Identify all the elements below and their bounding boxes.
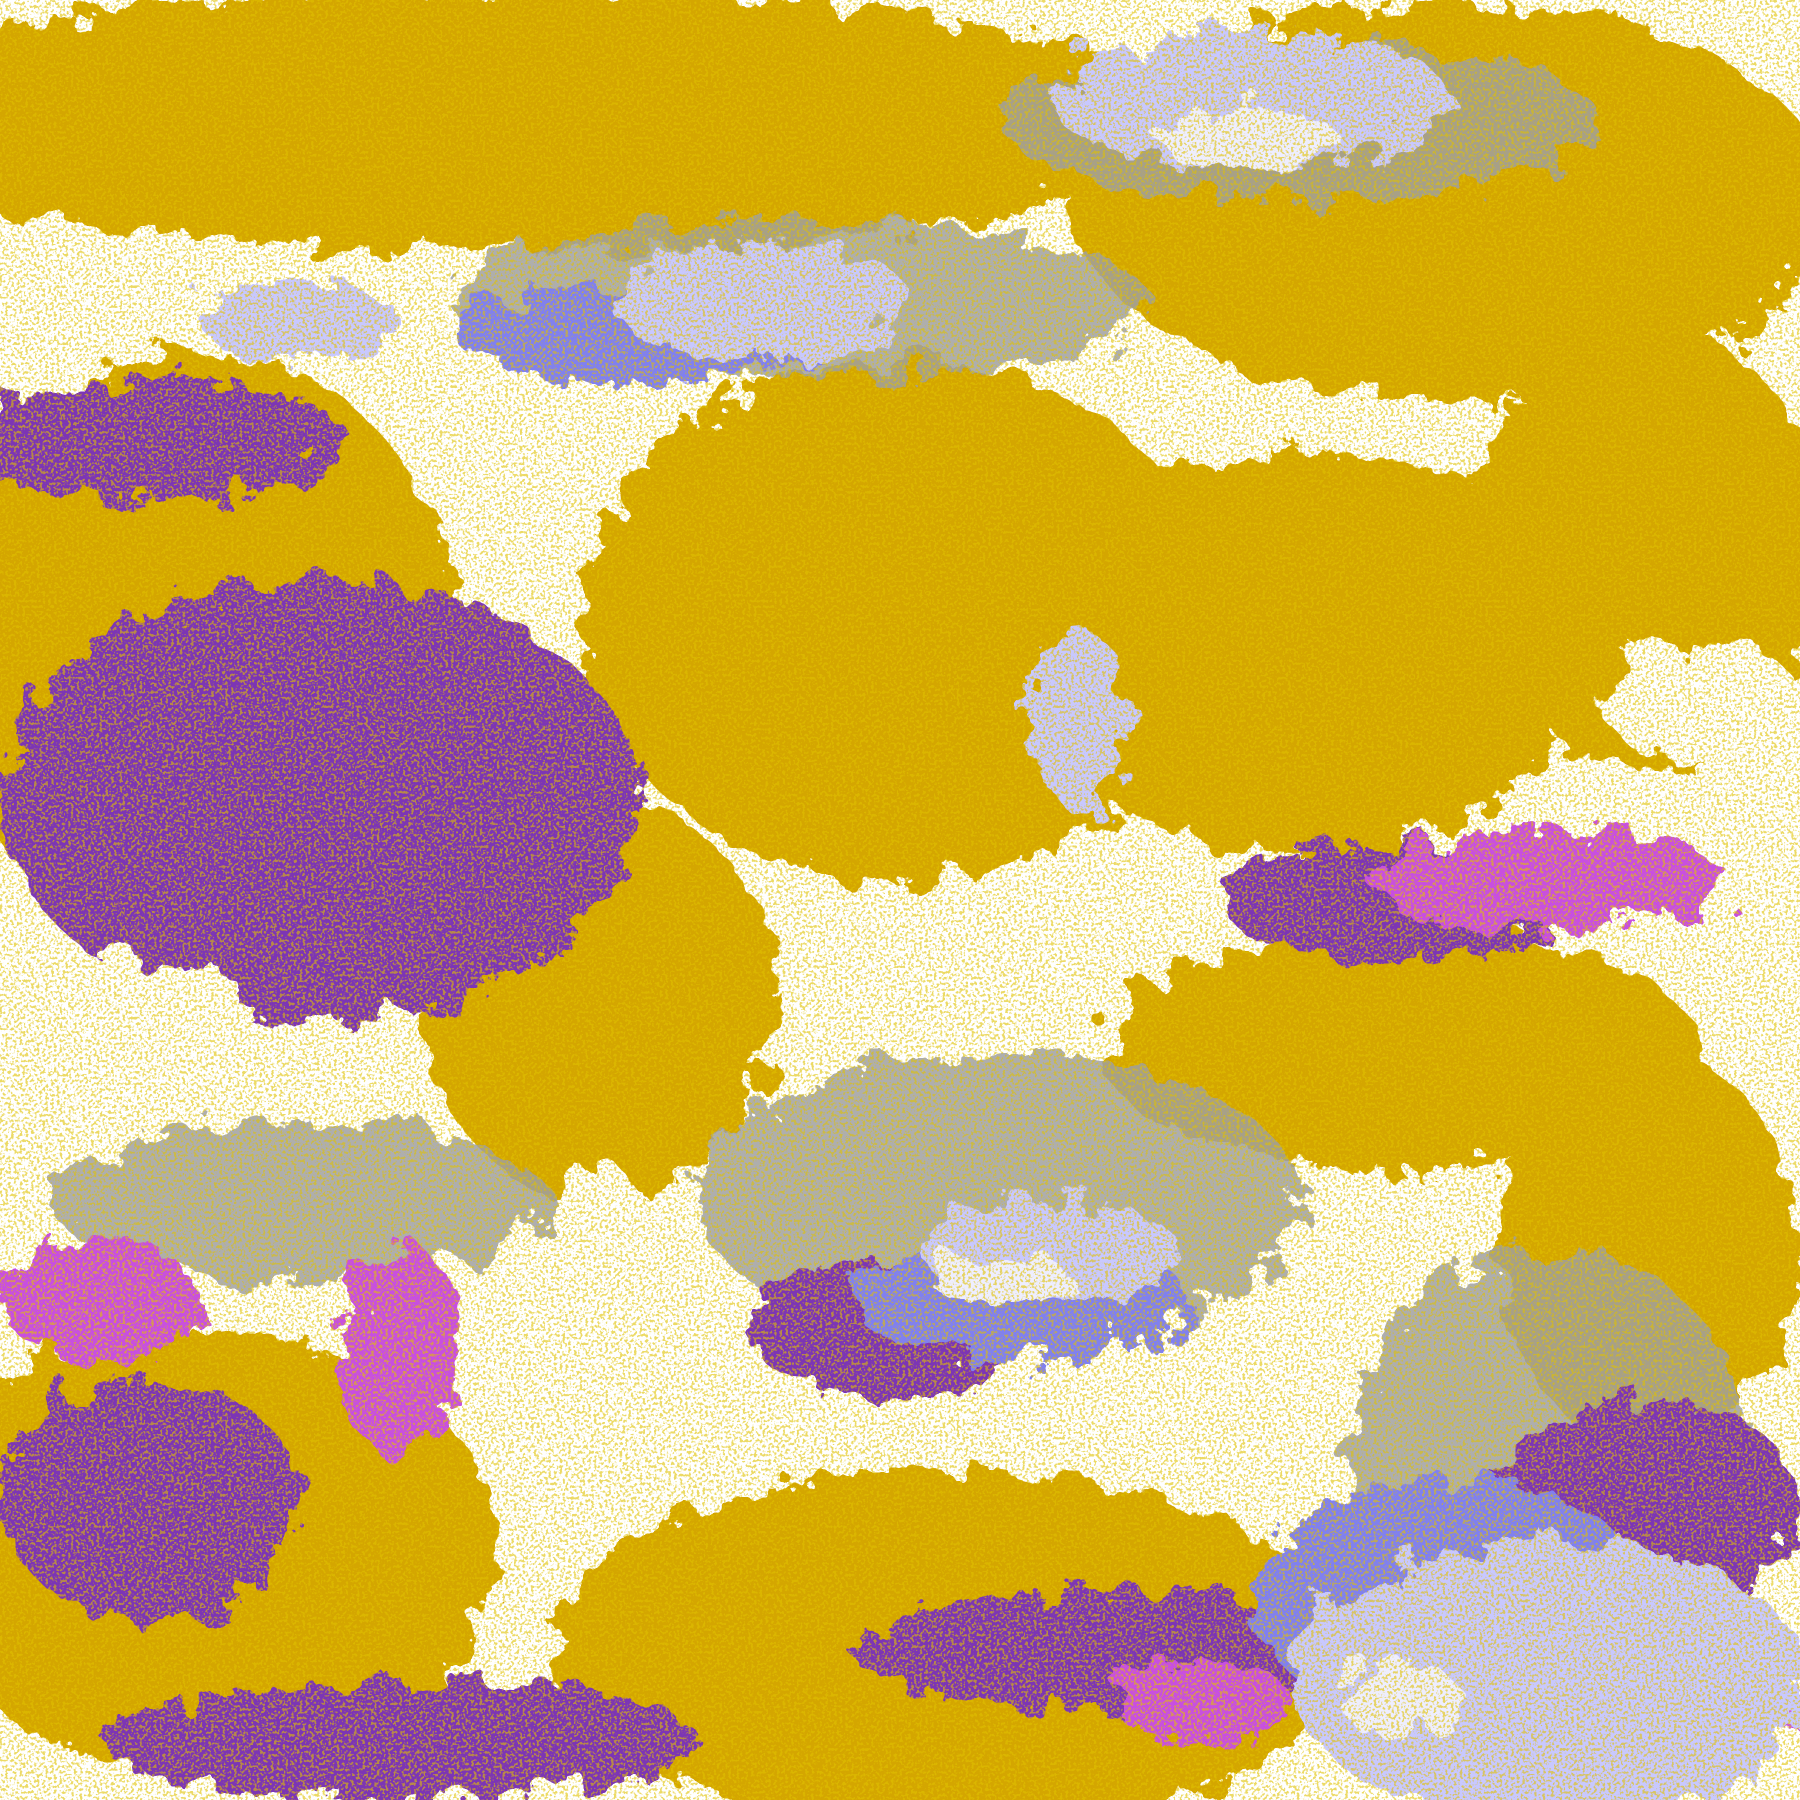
low-cloud-speckle	[0, 0, 1800, 1800]
satellite-image	[0, 0, 1800, 1800]
